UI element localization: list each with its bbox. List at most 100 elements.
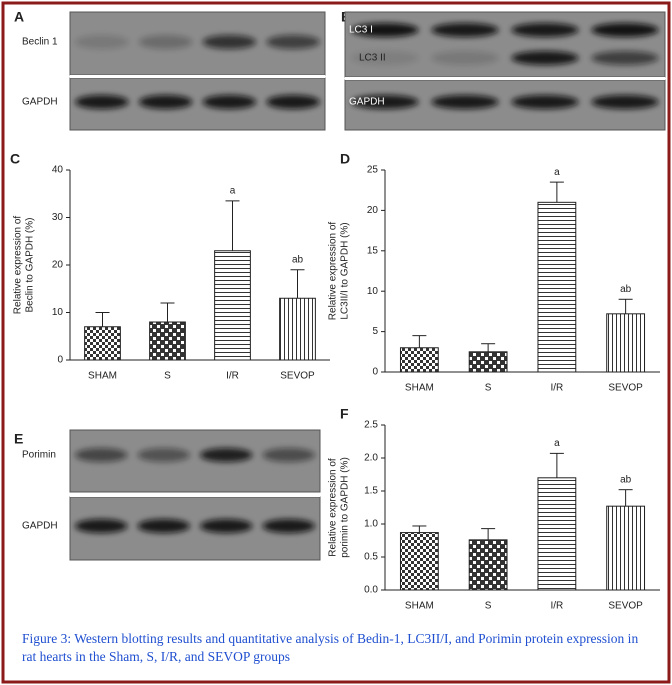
y-tick-label: 5 bbox=[372, 326, 378, 337]
y-tick-label: 1.5 bbox=[364, 486, 378, 497]
bar bbox=[399, 532, 439, 591]
blot-band bbox=[351, 51, 419, 65]
bar bbox=[149, 321, 186, 361]
x-tick-label: I/R bbox=[550, 601, 563, 612]
y-axis-label: Relative expression of bbox=[328, 458, 339, 557]
y-axis-label: Beclin to GAPDH (%) bbox=[25, 217, 36, 312]
y-axis-label: Relative expression of bbox=[328, 222, 339, 321]
y-tick-label: 15 bbox=[367, 245, 379, 256]
x-tick-label: S bbox=[164, 371, 171, 382]
y-tick-label: 20 bbox=[367, 205, 379, 216]
panel-label: F bbox=[340, 406, 349, 422]
bar bbox=[606, 505, 646, 591]
blot-band bbox=[262, 448, 315, 462]
y-tick-label: 0 bbox=[57, 355, 63, 366]
x-tick-label: S bbox=[485, 601, 492, 612]
blot-row-label: GAPDH bbox=[22, 521, 58, 532]
x-tick-label: SEVOP bbox=[608, 383, 643, 394]
blot-row-label: LC3 II bbox=[359, 53, 386, 64]
x-tick-label: SHAM bbox=[405, 601, 434, 612]
y-axis-label: Relative expression of bbox=[13, 216, 24, 315]
blot-band bbox=[200, 519, 253, 533]
panel-label: A bbox=[14, 9, 24, 25]
bar-label: ab bbox=[620, 284, 632, 295]
blot-band bbox=[137, 448, 190, 462]
blot-row-label: Beclin 1 bbox=[22, 37, 58, 48]
blot-band bbox=[138, 35, 193, 49]
x-tick-label: SHAM bbox=[405, 383, 434, 394]
blot-band bbox=[351, 23, 419, 37]
blot-band bbox=[262, 519, 315, 533]
y-axis-label: LC3II/I to GAPDH (%) bbox=[340, 222, 351, 319]
bar bbox=[537, 201, 577, 373]
y-tick-label: 40 bbox=[52, 165, 64, 176]
caption: Figure 3: Western blotting results and q… bbox=[22, 631, 639, 664]
y-tick-label: 10 bbox=[52, 307, 64, 318]
bar-label: ab bbox=[292, 254, 304, 265]
y-tick-label: 25 bbox=[367, 165, 379, 176]
x-tick-label: SEVOP bbox=[608, 601, 643, 612]
blot-section bbox=[344, 11, 666, 78]
blot-band bbox=[591, 23, 659, 37]
blot-band bbox=[266, 35, 320, 49]
bar bbox=[84, 326, 121, 361]
blot-row-label: GAPDH bbox=[22, 97, 58, 108]
blot-band bbox=[351, 95, 419, 109]
bar bbox=[468, 539, 508, 591]
y-tick-label: 1.0 bbox=[364, 519, 378, 530]
bar bbox=[279, 297, 316, 361]
bar bbox=[214, 250, 251, 361]
y-axis-label: porimin to GAPDH (%) bbox=[340, 457, 351, 558]
blot-band bbox=[75, 519, 128, 533]
blot-band bbox=[591, 95, 659, 109]
blot-row-label: GAPDH bbox=[349, 97, 385, 108]
panel-label: E bbox=[14, 431, 23, 447]
panel-label: C bbox=[10, 151, 20, 167]
blot-divider bbox=[70, 75, 325, 78]
blot-band bbox=[591, 51, 659, 65]
blot-band bbox=[511, 51, 579, 65]
blot-band bbox=[200, 448, 253, 462]
x-tick-label: SEVOP bbox=[280, 371, 315, 382]
blot-row-label: Porimin bbox=[22, 450, 56, 461]
blot-band bbox=[202, 95, 257, 109]
blot-band bbox=[431, 95, 499, 109]
blot-band bbox=[266, 95, 320, 109]
blot-band bbox=[75, 95, 129, 109]
bar bbox=[399, 347, 439, 373]
blot-band bbox=[75, 448, 128, 462]
x-tick-label: I/R bbox=[226, 371, 239, 382]
y-tick-label: 10 bbox=[367, 286, 379, 297]
bar bbox=[468, 351, 508, 373]
bar bbox=[537, 477, 577, 591]
y-tick-label: 0.5 bbox=[364, 552, 378, 563]
bar-label: a bbox=[554, 167, 560, 178]
y-tick-label: 0 bbox=[372, 367, 378, 378]
bar-label: a bbox=[230, 186, 236, 197]
y-tick-label: 0.0 bbox=[364, 585, 378, 596]
y-tick-label: 2.0 bbox=[364, 453, 378, 464]
blot-band bbox=[202, 35, 257, 49]
y-tick-label: 2.5 bbox=[364, 420, 378, 431]
blot-band bbox=[511, 23, 579, 37]
blot-band bbox=[431, 23, 499, 37]
x-tick-label: SHAM bbox=[88, 371, 117, 382]
y-tick-label: 30 bbox=[52, 212, 64, 223]
blot-divider bbox=[70, 494, 320, 497]
blot-band bbox=[137, 519, 190, 533]
bar bbox=[606, 313, 646, 373]
blot-band bbox=[511, 95, 579, 109]
blot-divider bbox=[345, 77, 665, 80]
x-tick-label: I/R bbox=[550, 383, 563, 394]
blot-band bbox=[75, 35, 129, 49]
blot-band bbox=[431, 51, 499, 65]
bar-label: ab bbox=[620, 474, 632, 485]
y-tick-label: 20 bbox=[52, 260, 64, 271]
blot-row-label: LC3 I bbox=[349, 25, 373, 36]
bar-label: a bbox=[554, 438, 560, 449]
panel-label: D bbox=[340, 151, 350, 167]
x-tick-label: S bbox=[485, 383, 492, 394]
